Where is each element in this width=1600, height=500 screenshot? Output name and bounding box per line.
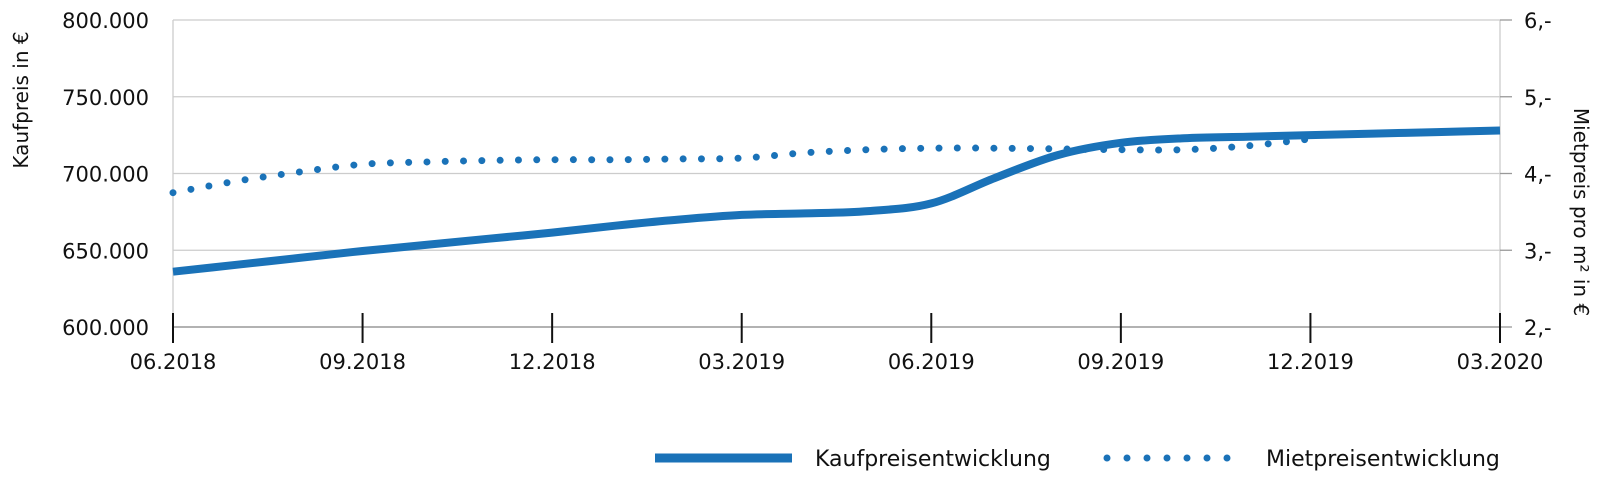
x-tick-label: 06.2018 — [130, 350, 217, 374]
y-left-tick-label: 750.000 — [62, 86, 149, 110]
y-right-tick-label: 3,- — [1524, 239, 1552, 263]
x-tick-label: 12.2018 — [509, 350, 596, 374]
y-left-tick-label: 800.000 — [62, 9, 149, 33]
y-right-tick-label: 4,- — [1524, 163, 1552, 187]
x-tick-label: 06.2019 — [888, 350, 975, 374]
x-tick-label: 09.2019 — [1077, 350, 1164, 374]
x-tick-label: 03.2020 — [1457, 350, 1544, 374]
y-left-tick-label: 650.000 — [62, 239, 149, 263]
y-left-tick-label: 600.000 — [62, 316, 149, 340]
legend-label-kaufpreis: Kaufpreisentwicklung — [815, 447, 1051, 472]
y-right-ticks: 2,- 3,- 4,- 5,- 6,- — [1500, 9, 1552, 340]
y-left-tick-label: 700.000 — [62, 163, 149, 187]
legend-label-mietpreis: Mietpreisentwicklung — [1266, 447, 1500, 472]
gridlines — [173, 19, 1500, 251]
y-right-tick-label: 2,- — [1524, 316, 1552, 340]
y-left-axis-title: Kaufpreis in € — [9, 31, 33, 168]
y-right-tick-label: 6,- — [1524, 9, 1552, 33]
legend: Kaufpreisentwicklung Mietpreisentwicklun… — [655, 447, 1500, 472]
x-tick-label: 09.2018 — [319, 350, 406, 374]
series-line-1 — [169, 135, 1314, 197]
series-line-0 — [172, 126, 1501, 276]
series-group — [169, 126, 1501, 276]
y-right-axis-title: Mietpreis pro m² in € — [1569, 108, 1593, 316]
x-tick-label: 12.2019 — [1267, 350, 1354, 374]
y-left-ticks: 600.000 650.000 700.000 750.000 800.000 — [62, 9, 149, 340]
x-tick-label: 03.2019 — [698, 350, 785, 374]
x-ticks: 06.2018 09.2018 12.2018 03.2019 06.2019 09.20… — [130, 313, 1544, 374]
y-right-tick-label: 5,- — [1524, 86, 1552, 110]
